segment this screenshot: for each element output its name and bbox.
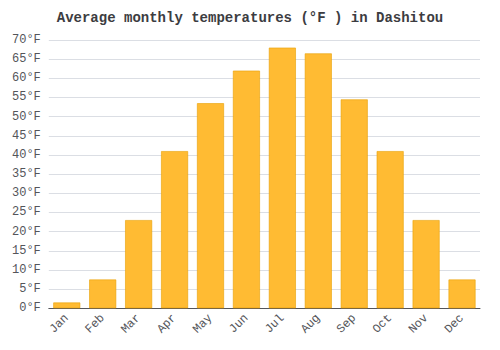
svg-text:0°F: 0°F bbox=[19, 301, 41, 315]
svg-text:Apr: Apr bbox=[154, 311, 179, 336]
svg-text:15°F: 15°F bbox=[12, 244, 41, 258]
svg-text:Jun: Jun bbox=[226, 311, 251, 336]
svg-text:Sep: Sep bbox=[334, 311, 359, 336]
svg-text:Mar: Mar bbox=[118, 311, 143, 336]
svg-text:60°F: 60°F bbox=[12, 71, 41, 85]
svg-text:May: May bbox=[190, 311, 215, 336]
svg-text:25°F: 25°F bbox=[12, 205, 41, 219]
svg-text:Average monthly temperatures (: Average monthly temperatures (°F ) in Da… bbox=[57, 10, 443, 26]
svg-text:5°F: 5°F bbox=[19, 282, 41, 296]
svg-text:30°F: 30°F bbox=[12, 186, 41, 200]
svg-text:Jan: Jan bbox=[47, 311, 72, 336]
svg-text:40°F: 40°F bbox=[12, 148, 41, 162]
svg-text:Dec: Dec bbox=[442, 311, 467, 336]
svg-text:70°F: 70°F bbox=[12, 33, 41, 47]
svg-text:Oct: Oct bbox=[370, 311, 395, 336]
svg-text:Aug: Aug bbox=[298, 311, 323, 336]
svg-text:45°F: 45°F bbox=[12, 129, 41, 143]
svg-text:65°F: 65°F bbox=[12, 52, 41, 66]
svg-text:10°F: 10°F bbox=[12, 263, 41, 277]
svg-text:20°F: 20°F bbox=[12, 225, 41, 239]
svg-text:55°F: 55°F bbox=[12, 90, 41, 104]
svg-text:Nov: Nov bbox=[406, 311, 431, 336]
svg-text:Jul: Jul bbox=[262, 311, 287, 336]
svg-text:35°F: 35°F bbox=[12, 167, 41, 181]
svg-text:Feb: Feb bbox=[82, 311, 107, 336]
svg-text:50°F: 50°F bbox=[12, 110, 41, 124]
